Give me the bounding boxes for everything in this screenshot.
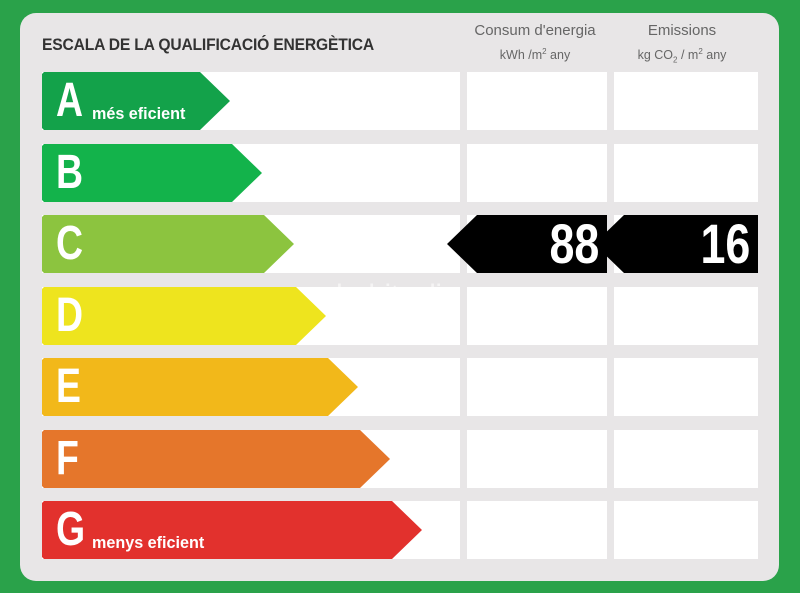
scale-title: ESCALA DE LA QUALIFICACIÓ ENERGÈTICA (42, 35, 374, 54)
emissions-cell (614, 430, 758, 488)
class-letter: A (56, 74, 84, 127)
emissions-value-badge: 16 (594, 215, 758, 273)
emissions-value-text: 16 (700, 212, 750, 275)
emissions-column-header: Emissions kg CO2 / m2 any (613, 21, 751, 71)
class-arrow-e: E (42, 358, 358, 416)
consum-title: Consum d'energia (474, 22, 596, 39)
class-sublabel: menys eficient (92, 533, 205, 552)
consum-cell (467, 358, 607, 416)
class-sublabel: més eficient (92, 104, 186, 123)
class-letter: F (56, 432, 79, 485)
class-letter: C (56, 217, 84, 270)
consum-cell (467, 72, 607, 130)
consum-column-header: Consum d'energia kWh /m2 any (460, 21, 610, 65)
emissions-cell (614, 358, 758, 416)
emissions-cell (614, 144, 758, 202)
consum-unit: kWh /m2 any (499, 47, 571, 63)
class-letter: D (56, 289, 84, 342)
emissions-cell (614, 287, 758, 345)
consum-cell (467, 501, 607, 559)
class-arrow-c: C (42, 215, 294, 273)
consum-cell (467, 430, 607, 488)
class-arrow-d: D (42, 287, 326, 345)
watermark-logo: habitaclia (336, 279, 458, 312)
emissions-unit: kg CO2 / m2 any (637, 47, 727, 65)
emissions-cell (614, 72, 758, 130)
emissions-cell (614, 501, 758, 559)
emissions-title: Emissions (647, 22, 717, 39)
consum-value-text: 88 (549, 212, 599, 275)
consum-value-badge: 88 (447, 215, 607, 273)
class-letter: G (56, 503, 86, 556)
class-arrow-f: F (42, 430, 390, 488)
energy-certificate-panel: ESCALA DE LA QUALIFICACIÓ ENERGÈTICA Con… (20, 13, 779, 581)
class-letter: E (56, 360, 81, 413)
class-letter: B (56, 146, 84, 199)
consum-cell (467, 144, 607, 202)
class-arrow-b: B (42, 144, 262, 202)
consum-cell (467, 287, 607, 345)
